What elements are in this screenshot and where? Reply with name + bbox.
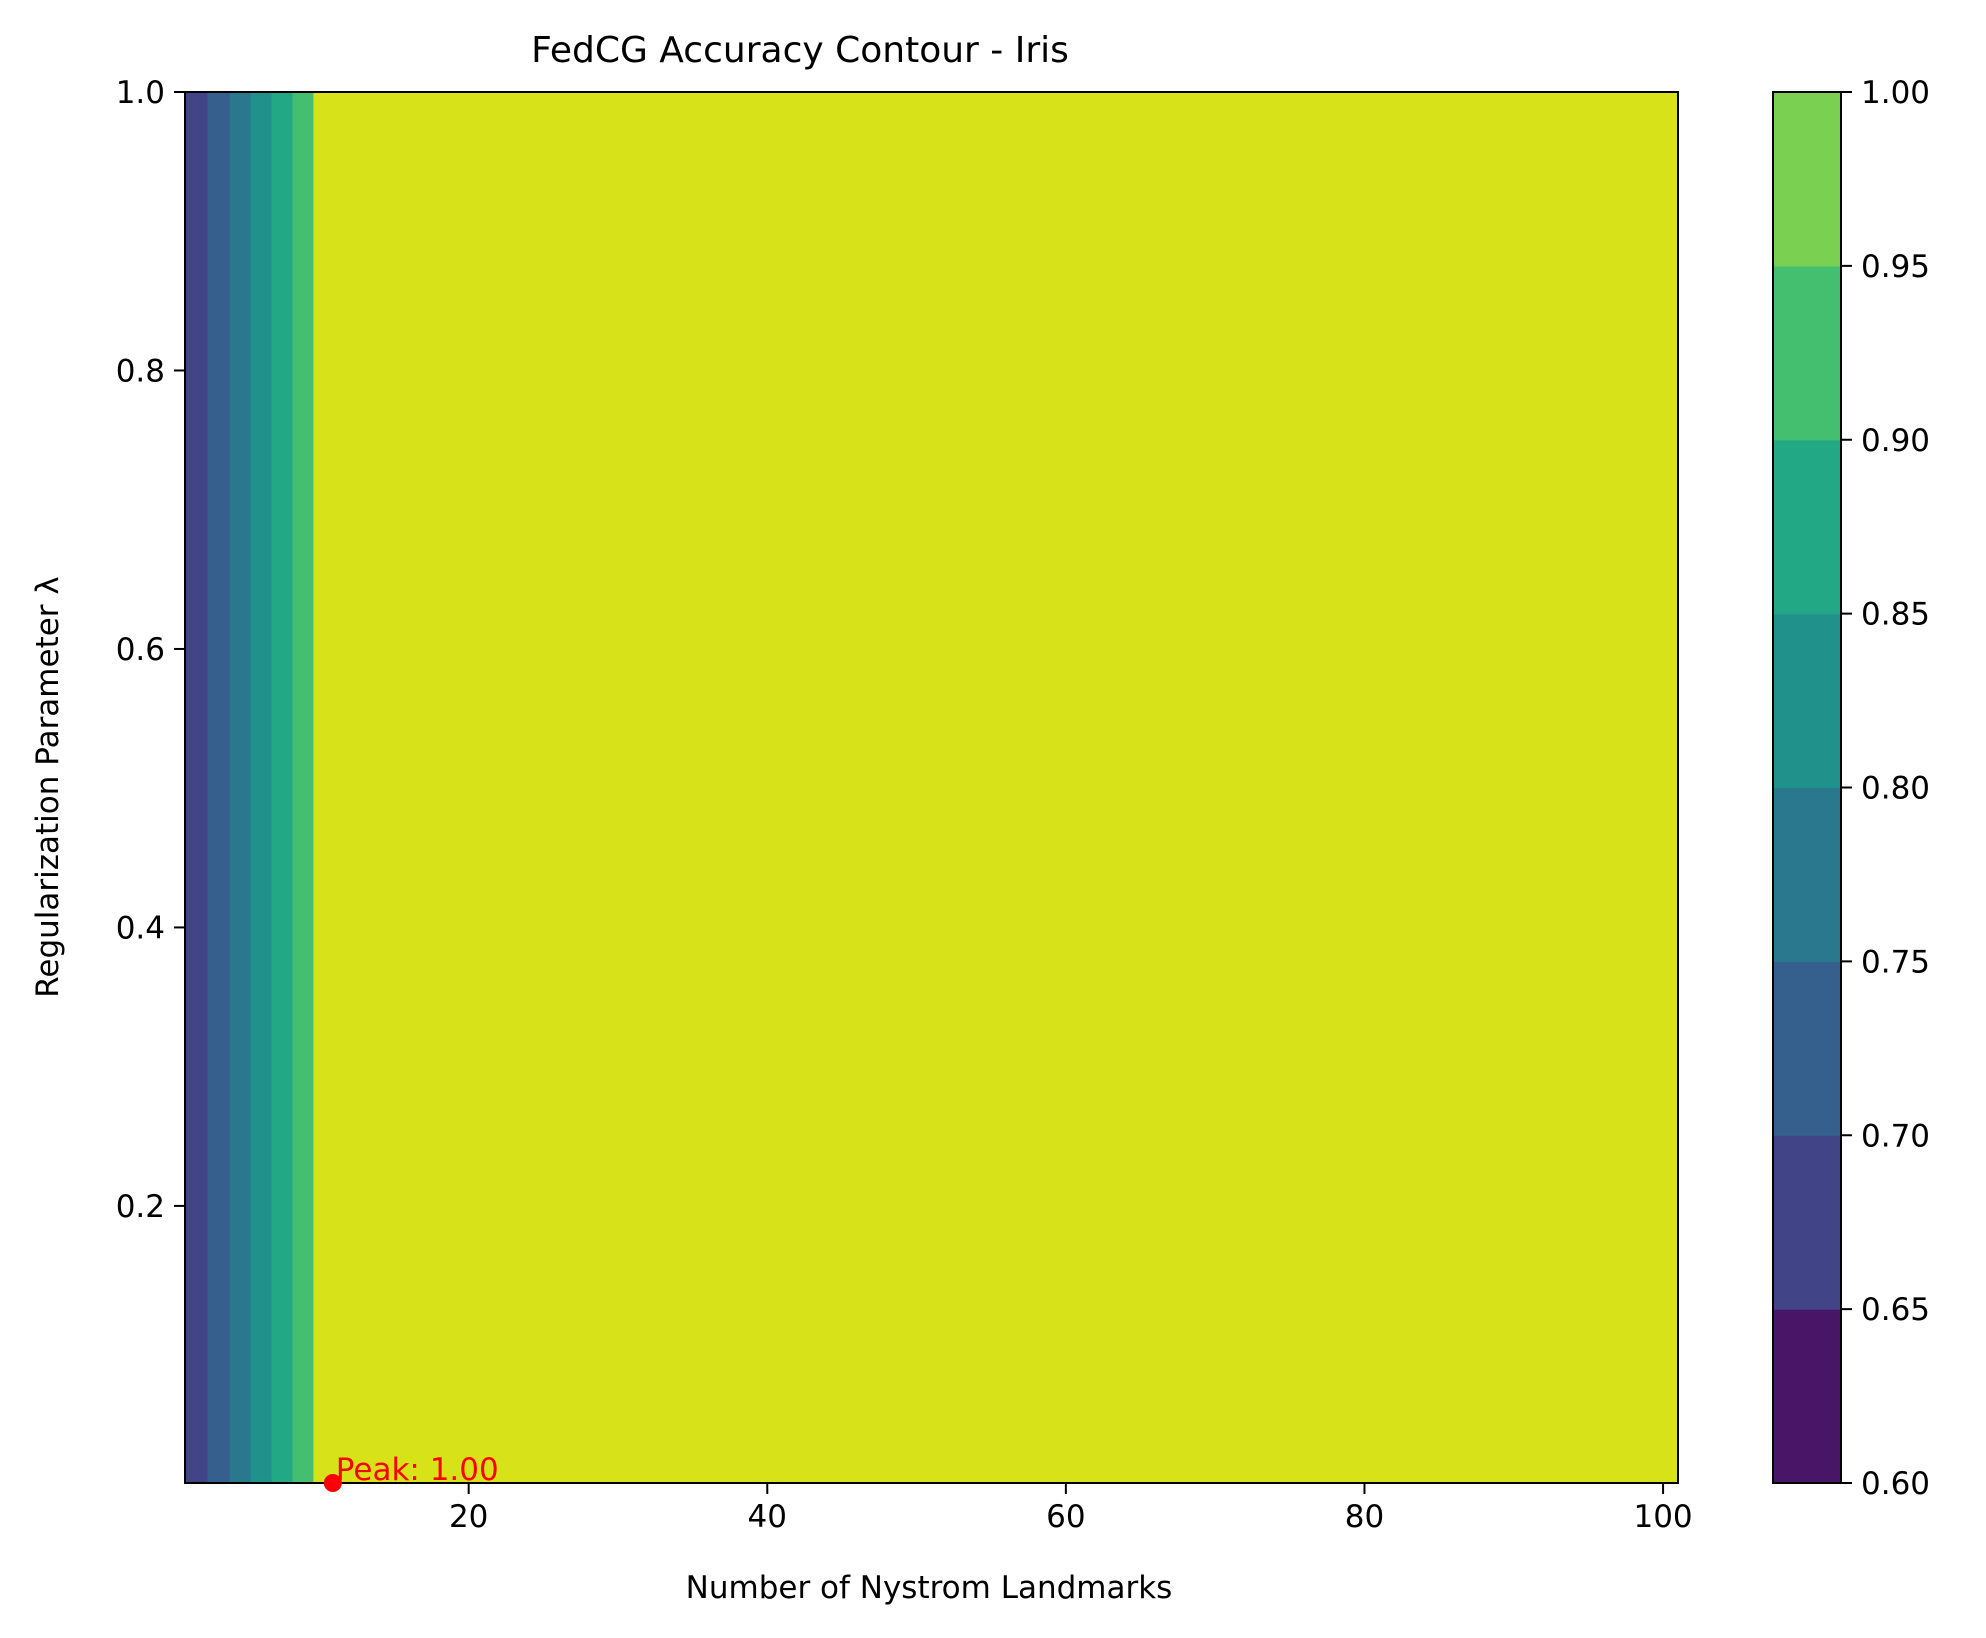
colorbar-tick-label: 0.85 (1861, 597, 1930, 633)
y-axis-label: Regularization Parameter λ (30, 576, 66, 998)
colorbar-segment-6 (1773, 439, 1841, 615)
contour-band-3 (229, 92, 252, 1483)
y-axis: 0.2 0.4 0.6 0.8 1.0 (116, 75, 185, 1225)
colorbar-tick-label: 0.70 (1861, 1118, 1930, 1154)
contour-band-4 (250, 92, 273, 1483)
colorbar-segment-4 (1773, 787, 1841, 962)
colorbar-tick-label: 0.80 (1861, 771, 1930, 807)
plot-area (184, 91, 1679, 1484)
plot-frame (184, 91, 1679, 1484)
x-tick-label: 40 (748, 1499, 787, 1535)
colorbar-tick-label: 0.90 (1861, 423, 1930, 459)
colorbar-tick-label: 0.75 (1861, 944, 1930, 980)
contour-band-6 (292, 92, 314, 1483)
chart-title: FedCG Accuracy Contour - Iris (531, 30, 1069, 71)
y-tick-label: 0.8 (116, 353, 165, 389)
colorbar: 0.60 0.65 0.70 0.75 0.80 0.85 0.90 0.95 1.00 (1772, 75, 1930, 1502)
colorbar-tick-label: 0.60 (1861, 1466, 1930, 1502)
colorbar-tick-label: 0.95 (1861, 249, 1930, 285)
y-tick-label: 0.4 (116, 910, 165, 946)
y-tick-label: 0.2 (116, 1189, 165, 1225)
colorbar-segment-2 (1773, 1135, 1841, 1310)
x-axis: 20 40 60 80 100 (449, 1483, 1693, 1535)
colorbar-segment-5 (1773, 613, 1841, 789)
x-tick-label: 60 (1046, 1499, 1085, 1535)
peak-label: Peak: 1.00 (336, 1452, 499, 1488)
y-tick-label: 1.0 (116, 75, 165, 111)
contour-band-2 (207, 92, 231, 1483)
colorbar-segment-1 (1773, 1309, 1841, 1484)
colorbar-segment-7 (1773, 265, 1841, 441)
peak-marker-group: Peak: 1.00 (323, 1452, 499, 1492)
x-tick-label: 20 (449, 1499, 488, 1535)
contour-band-5 (271, 92, 294, 1483)
colorbar-segment-3 (1773, 961, 1841, 1136)
contour-band-1 (185, 92, 208, 1483)
contour-band-7 (313, 92, 1679, 1483)
x-tick-label: 80 (1345, 1499, 1384, 1535)
x-tick-label: 100 (1633, 1499, 1692, 1535)
colorbar-tick-label: 0.65 (1861, 1292, 1930, 1328)
colorbar-tick-label: 1.00 (1861, 75, 1930, 111)
y-tick-label: 0.6 (116, 632, 165, 668)
colorbar-segment-8 (1773, 92, 1841, 267)
x-axis-label: Number of Nystrom Landmarks (686, 1570, 1173, 1606)
peak-point (323, 1474, 342, 1492)
